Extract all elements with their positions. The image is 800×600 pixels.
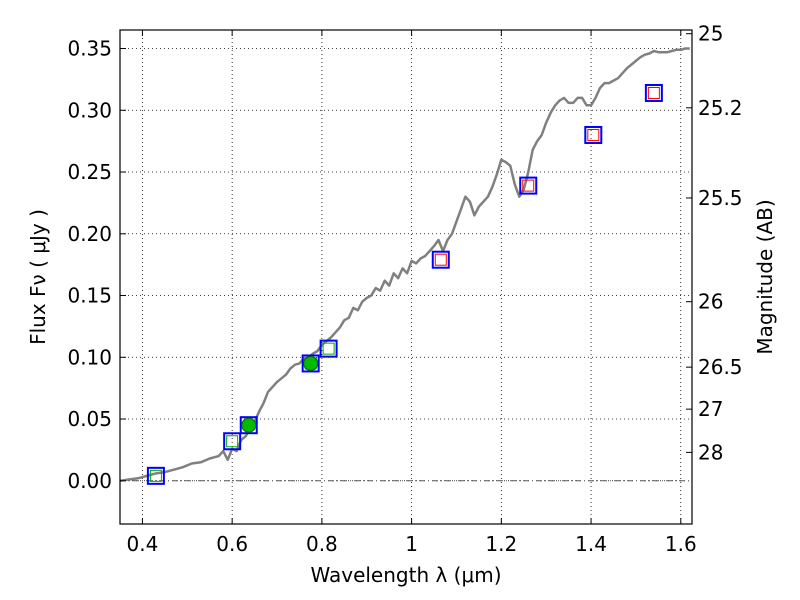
photometry-point-square (644, 83, 663, 102)
x-tick-label: 0.6 (216, 532, 248, 556)
model-point-square (522, 179, 535, 192)
y2-tick-label: 26.5 (698, 355, 743, 379)
model-point-square (587, 128, 600, 141)
y-tick-label: 0.25 (67, 160, 112, 184)
x-tick-label: 1.4 (575, 532, 607, 556)
model-point-square (434, 253, 447, 266)
y-axis-label: Flux Fν ( μJy ) (26, 209, 50, 345)
x-tick-label: 0.8 (306, 532, 338, 556)
y-tick-label: 0.05 (67, 407, 112, 431)
ticks (120, 30, 692, 524)
y2-axis-label: Magnitude (AB) (753, 199, 777, 354)
x-tick-label: 1.2 (485, 532, 517, 556)
y-tick-label: 0.10 (67, 345, 112, 369)
observed-point-circle (241, 417, 257, 433)
observed-point-circle (303, 355, 319, 371)
plot-background (120, 30, 692, 524)
x-tick-label: 1 (405, 532, 418, 556)
y2-tick-label: 28 (698, 440, 723, 464)
y2-tick-label: 27 (698, 397, 723, 421)
photometry-point-square (519, 176, 538, 195)
y2-tick-label: 25.5 (698, 186, 743, 210)
photometry-point-square (239, 416, 258, 435)
model-point-square (149, 469, 162, 482)
y-tick-label: 0.20 (67, 222, 112, 246)
y-tick-label: 0.15 (67, 284, 112, 308)
x-axis-label: Wavelength λ (μm) (310, 563, 501, 587)
photometry-point-square (584, 125, 603, 144)
model-point-square (647, 86, 660, 99)
model-point-square (322, 342, 335, 355)
photometry-point-square (146, 466, 165, 485)
x-tick-label: 1.6 (665, 532, 697, 556)
y2-tick-label: 25 (698, 22, 723, 46)
y-tick-label: 0.00 (67, 469, 112, 493)
photometry-point-square (431, 250, 450, 269)
y2-tick-label: 25.2 (698, 96, 743, 120)
model-point-square (226, 435, 239, 448)
grid-lines (120, 30, 692, 524)
y-tick-label: 0.30 (67, 98, 112, 122)
photometry-point-square (319, 339, 338, 358)
y2-tick-label: 26 (698, 290, 723, 314)
plot-frame (119, 29, 693, 525)
photometry-point-square (223, 432, 242, 451)
x-tick-label: 0.4 (127, 532, 159, 556)
y-tick-label: 0.35 (67, 37, 112, 61)
tick-labels: 0.4 0.6 0.8 1 1.2 1.4 1.6 0.00 0.05 0.10 0.15 0.20 0… (67, 22, 742, 556)
photometry-point-square (301, 354, 320, 373)
series-layer (119, 47, 690, 485)
